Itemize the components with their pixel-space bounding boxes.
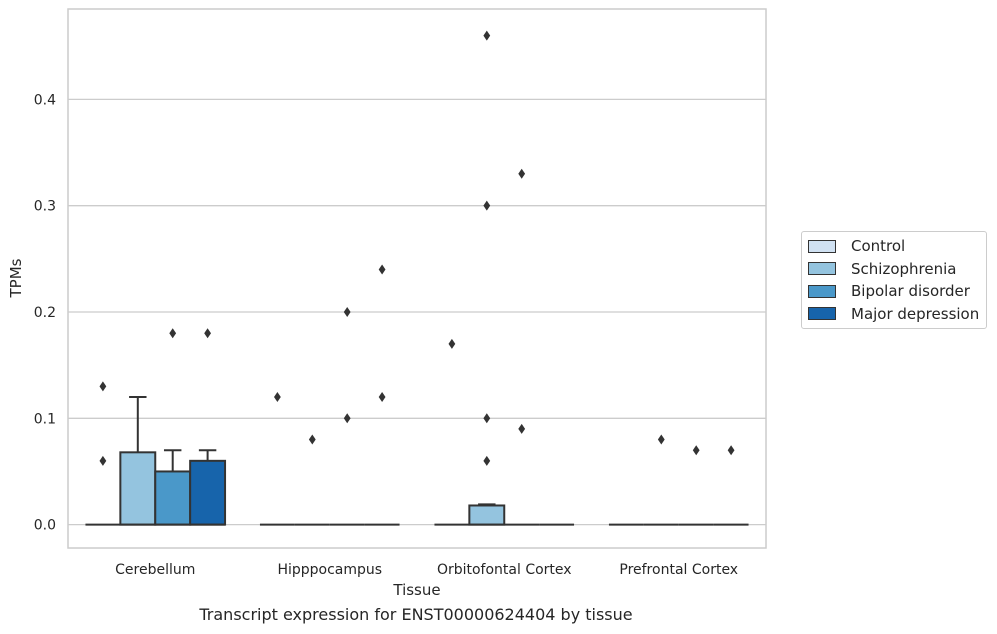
x-tick-labels: Cerebellum Hipppocampus Orbitofontal Corte… bbox=[115, 562, 738, 578]
plot-frame bbox=[67, 8, 767, 549]
legend: Control Schizophrenia Bipolar disorder Majo… bbox=[801, 231, 987, 329]
outlier-point bbox=[727, 445, 735, 456]
x-tick-label: Prefrontal Cortex bbox=[619, 562, 738, 578]
box-body bbox=[189, 459, 227, 526]
box-body bbox=[154, 470, 192, 526]
outlier-point bbox=[378, 264, 386, 275]
outlier-point bbox=[343, 306, 351, 317]
box-major-depression bbox=[189, 449, 227, 526]
box-body bbox=[468, 504, 506, 526]
outlier-point bbox=[657, 434, 665, 445]
x-tick-label: Orbitofontal Cortex bbox=[437, 562, 572, 578]
outlier-point bbox=[518, 168, 526, 179]
legend-item: Schizophrenia bbox=[802, 258, 986, 281]
outlier-point bbox=[518, 423, 526, 434]
box-schizophrenia bbox=[119, 396, 157, 526]
y-tick-labels: 0.0 0.1 0.2 0.3 0.4 bbox=[34, 92, 56, 533]
legend-label: Control bbox=[851, 237, 906, 256]
y-tick-label: 0.3 bbox=[34, 199, 56, 215]
y-tick-label: 0.0 bbox=[34, 518, 56, 534]
box-schizophrenia bbox=[468, 503, 506, 526]
outlier-point bbox=[448, 338, 456, 349]
outlier-point bbox=[99, 381, 107, 392]
outliers bbox=[99, 30, 735, 466]
outlier-point bbox=[483, 455, 491, 466]
outlier-point bbox=[99, 455, 107, 466]
y-tick-label: 0.1 bbox=[34, 411, 56, 427]
outlier-point bbox=[483, 413, 491, 424]
x-tick-label: Cerebellum bbox=[115, 562, 195, 578]
legend-swatch bbox=[808, 284, 836, 298]
y-axis-label: TPMs bbox=[7, 258, 25, 298]
legend-item: Major depression bbox=[802, 303, 986, 326]
outlier-point bbox=[692, 445, 700, 456]
legend-item: Control bbox=[802, 235, 986, 258]
legend-label: Schizophrenia bbox=[851, 259, 957, 278]
outlier-point bbox=[169, 328, 177, 339]
box-bipolar-disorder bbox=[154, 449, 192, 526]
outlier-point bbox=[274, 392, 281, 403]
y-tick-label: 0.2 bbox=[34, 305, 56, 321]
legend-swatch bbox=[808, 307, 836, 321]
chart-caption: Transcript expression for ENST0000062440… bbox=[199, 605, 633, 624]
outlier-point bbox=[378, 392, 386, 403]
box-body bbox=[119, 451, 157, 526]
legend-item: Bipolar disorder bbox=[802, 280, 986, 303]
outlier-point bbox=[343, 413, 351, 424]
x-axis-label: Tissue bbox=[392, 581, 440, 599]
outlier-point bbox=[483, 30, 491, 41]
boxes bbox=[85, 396, 749, 526]
outlier-point bbox=[308, 434, 316, 445]
legend-label: Bipolar disorder bbox=[851, 282, 970, 301]
outlier-point bbox=[204, 328, 211, 339]
legend-swatch bbox=[808, 262, 836, 276]
legend-swatch bbox=[808, 239, 836, 253]
outlier-point bbox=[483, 200, 491, 211]
y-tick-label: 0.4 bbox=[34, 92, 56, 108]
x-tick-label: Hipppocampus bbox=[277, 562, 382, 578]
legend-label: Major depression bbox=[851, 304, 980, 323]
